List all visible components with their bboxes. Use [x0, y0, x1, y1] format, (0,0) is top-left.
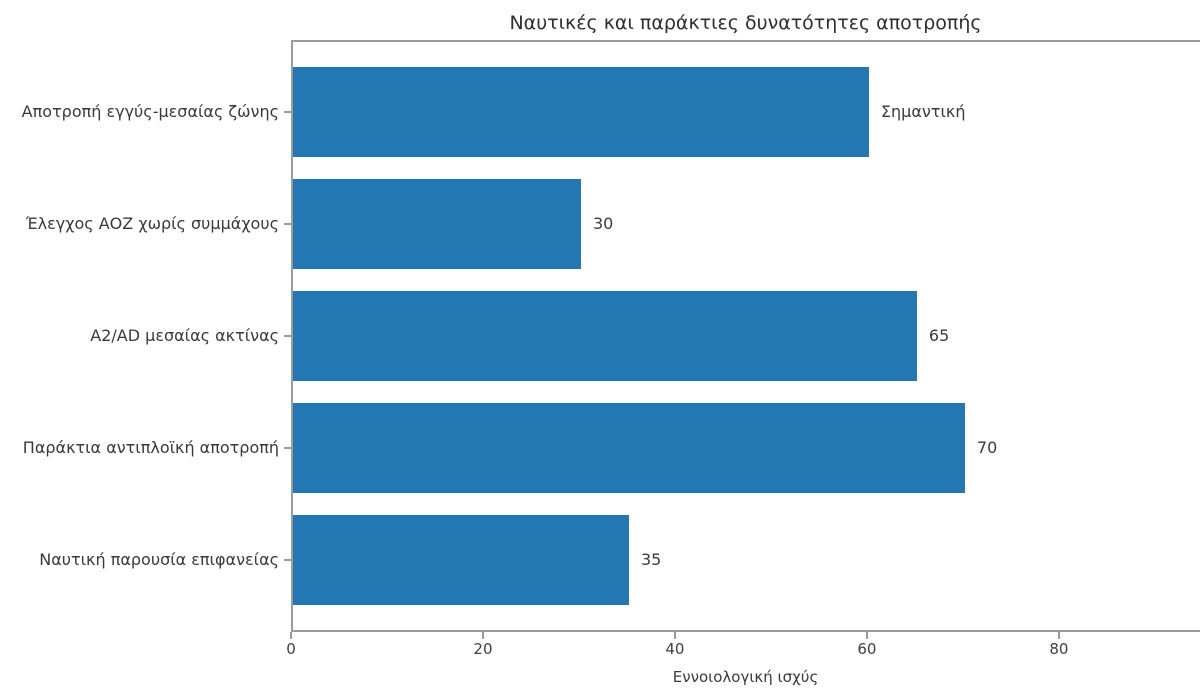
- x-tick-mark: [673, 632, 676, 639]
- x-tick-label: 40: [665, 640, 685, 658]
- x-tick-mark: [1057, 632, 1060, 639]
- bar-value-label: 30: [592, 213, 614, 233]
- bar-value-label: 65: [928, 326, 950, 345]
- bar: [293, 403, 965, 493]
- y-tick-mark: [284, 222, 291, 225]
- y-axis-label: Ναυτική παρουσία επιφανείας: [39, 550, 279, 570]
- chart-title: Ναυτικές και παράκτιες δυνατότητες αποτρ…: [509, 12, 982, 34]
- x-tick-mark: [481, 632, 484, 639]
- bar-value-label: 70: [976, 438, 998, 458]
- x-tick-label: 20: [473, 640, 493, 658]
- x-tick-label: 80: [1049, 640, 1069, 658]
- y-axis-label: Έλεγχος ΑΟΖ χωρίς συμμάχους: [25, 213, 279, 233]
- y-tick-mark: [284, 559, 291, 562]
- x-tick-mark: [290, 632, 292, 639]
- x-tick-mark: [865, 632, 868, 639]
- y-tick-mark: [284, 110, 291, 113]
- x-tick-label: 0: [286, 640, 296, 658]
- x-tick-label: 60: [857, 640, 877, 658]
- bar: [293, 515, 629, 606]
- y-axis-label: Παράκτια αντιπλοϊκή αποτροπή: [22, 438, 279, 458]
- x-axis-label: Εννοιολογική ισχύς: [672, 668, 819, 686]
- bar-value-label: Σημαντική: [880, 101, 966, 121]
- y-tick-mark: [284, 335, 291, 337]
- bar: [293, 66, 869, 157]
- y-tick-mark: [284, 447, 291, 450]
- y-axis-label: A2/AD μεσαίας ακτίνας: [90, 326, 279, 345]
- bar-value-label: 35: [640, 550, 662, 570]
- y-axis-label: Αποτροπή εγγύς-μεσαίας ζώνης: [21, 101, 279, 121]
- plot-area: Σημαντική 30 65 70 35: [291, 40, 1200, 632]
- bar: [293, 179, 581, 269]
- bar: [293, 291, 917, 381]
